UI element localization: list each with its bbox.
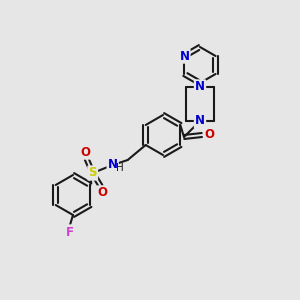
Text: N: N — [195, 115, 205, 128]
Text: H: H — [116, 163, 124, 173]
Text: S: S — [88, 167, 97, 179]
Text: F: F — [66, 226, 74, 238]
Text: O: O — [204, 128, 214, 142]
Text: O: O — [81, 146, 91, 158]
Text: N: N — [179, 50, 189, 62]
Text: N: N — [195, 80, 205, 94]
Text: N: N — [108, 158, 118, 172]
Text: O: O — [98, 187, 108, 200]
